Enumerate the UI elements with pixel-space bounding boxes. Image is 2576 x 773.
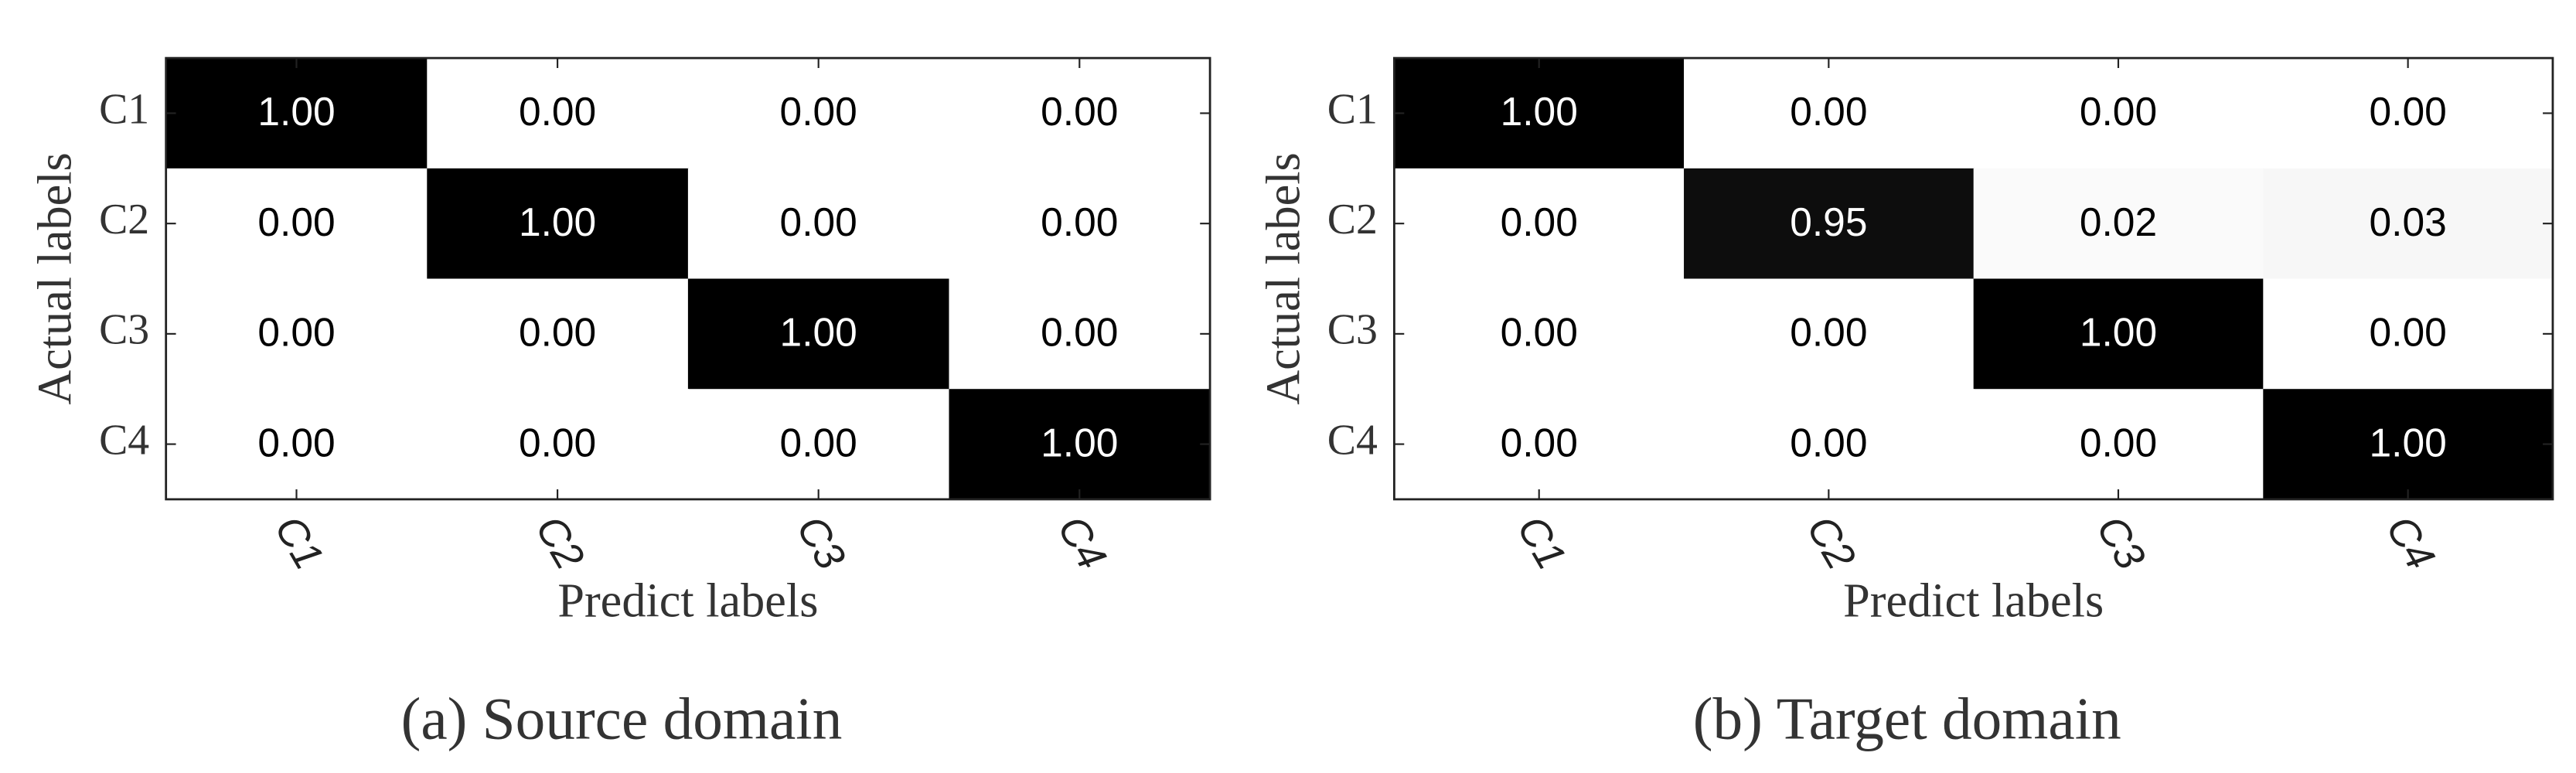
cell-label: 0.95: [1790, 199, 1867, 244]
cell-label: 0.00: [257, 420, 335, 465]
heatmap-cell: [2263, 389, 2554, 500]
cell-label: 0.00: [1790, 89, 1867, 134]
heatmap-cell: [165, 168, 428, 280]
heatmap-cell: [687, 168, 950, 280]
x-tick-label: C2: [526, 508, 593, 577]
cell-label: 0.00: [1790, 310, 1867, 355]
heatmap-cell: [949, 278, 1211, 390]
cell-label: 0.00: [257, 199, 335, 244]
y-axis-label: Actual labels: [1257, 152, 1310, 405]
cell-label: 0.00: [1041, 199, 1118, 244]
plot-frame: [165, 56, 1211, 501]
x-tick-label: C4: [2377, 508, 2444, 577]
heatmap-cell: [1684, 168, 1975, 280]
cell-label: 0.00: [780, 89, 857, 134]
heatmap-cell: [687, 58, 950, 169]
cell-label: 0.00: [2369, 89, 2446, 134]
cell-label: 0.00: [780, 420, 857, 465]
y-tick-label: C4: [99, 416, 149, 464]
cell-label: 0.00: [519, 310, 596, 355]
heatmap-cell: [1684, 58, 1975, 169]
cell-label: 1.00: [780, 310, 857, 355]
heatmap-cell: [2263, 58, 2554, 169]
x-tick-label: C1: [266, 508, 332, 577]
heatmap-cell: [2263, 168, 2554, 280]
heatmap-cell: [1973, 389, 2264, 500]
heatmap-cell: [1394, 278, 1685, 390]
cell-label: 0.00: [2369, 310, 2446, 355]
cell-label: 0.00: [1041, 310, 1118, 355]
heatmap-cell: [427, 389, 689, 500]
cell-label: 0.00: [257, 310, 335, 355]
cell-label: 0.00: [780, 199, 857, 244]
caption: (a) Source domain: [401, 686, 843, 752]
heatmap-cell: [687, 278, 950, 390]
cell-label: 1.00: [1501, 89, 1578, 134]
heatmap-panel: 1.00 0.00 0.00 0.00 0.00 0.95 0.02 0.03 0.00 0.00…: [1257, 56, 2554, 752]
cell-label: 0.00: [519, 89, 596, 134]
heatmap-cell: [427, 168, 689, 280]
plot-frame: [1393, 56, 2554, 501]
cell-label: 1.00: [257, 89, 335, 134]
heatmap-cell: [165, 389, 428, 500]
cell-label: 1.00: [519, 199, 596, 244]
y-tick-label: C1: [99, 85, 149, 133]
heatmap-panel: 1.00 0.00 0.00 0.00 0.00 1.00 0.00 0.00 0.00 0.00…: [29, 56, 1211, 752]
y-tick-label: C2: [99, 196, 149, 243]
heatmap-cell: [165, 58, 428, 169]
cell-label: 0.03: [2369, 199, 2446, 244]
heatmap-cell: [949, 168, 1211, 280]
cell-label: 0.00: [1501, 310, 1578, 355]
heatmap-cell: [1973, 278, 2264, 390]
caption: (b) Target domain: [1693, 686, 2121, 752]
cell-label: 0.00: [1501, 420, 1578, 465]
heatmap-cell: [949, 58, 1211, 169]
x-tick-label: C4: [1048, 508, 1115, 577]
heatmap-cell: [2263, 278, 2554, 390]
cell-label: 1.00: [2369, 420, 2446, 465]
cell-label: 1.00: [1041, 420, 1118, 465]
heatmap-cell: [1973, 58, 2264, 169]
cell-label: 0.02: [2080, 199, 2157, 244]
x-tick-label: C3: [788, 508, 854, 577]
heatmap-cell: [687, 389, 950, 500]
cell-label: 0.00: [1790, 420, 1867, 465]
x-tick-label: C2: [1798, 508, 1865, 577]
x-tick-label: C3: [2087, 508, 2154, 577]
heatmap-cell: [949, 389, 1211, 500]
y-tick-label: C2: [1327, 196, 1378, 243]
cell-label: 0.00: [2080, 420, 2157, 465]
y-axis-label: Actual labels: [29, 152, 82, 405]
x-axis-label: Predict labels: [557, 575, 818, 628]
heatmap-cell: [1973, 168, 2264, 280]
cell-label: 0.00: [1041, 89, 1118, 134]
x-axis-label: Predict labels: [1843, 575, 2104, 628]
heatmap-cell: [427, 278, 689, 390]
heatmap-cell: [427, 58, 689, 169]
cell-label: 1.00: [2080, 310, 2157, 355]
heatmap-cell: [165, 278, 428, 390]
y-tick-label: C4: [1327, 416, 1378, 464]
heatmap-cell: [1684, 389, 1975, 500]
cell-label: 0.00: [519, 420, 596, 465]
y-tick-label: C3: [1327, 306, 1378, 354]
cell-label: 0.00: [1501, 199, 1578, 244]
cell-label: 0.00: [2080, 89, 2157, 134]
y-tick-label: C3: [99, 306, 149, 354]
heatmap-cell: [1684, 278, 1975, 390]
x-tick-label: C1: [1508, 508, 1575, 577]
heatmap-cell: [1394, 58, 1685, 169]
y-tick-label: C1: [1327, 85, 1378, 133]
heatmap-cell: [1394, 389, 1685, 500]
heatmap-cell: [1394, 168, 1685, 280]
